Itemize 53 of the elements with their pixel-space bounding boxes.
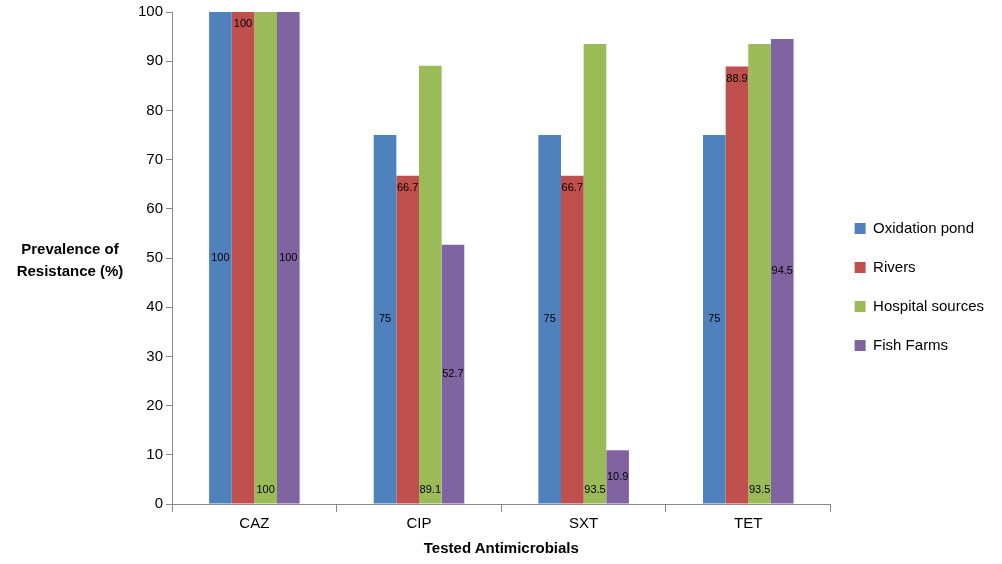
y-tick-label: 40: [146, 297, 164, 315]
y-tick-label: 100: [138, 2, 164, 20]
x-tick-label: SXT: [569, 514, 599, 532]
data-label: 88.9: [726, 71, 748, 84]
x-tick-label: CAZ: [239, 514, 270, 532]
bar: [725, 66, 749, 504]
bar: [254, 12, 277, 504]
bar: [209, 12, 232, 504]
y-axis-title: Prevalence of Resistance (%): [15, 239, 125, 281]
data-label: 75: [543, 312, 556, 325]
bar: [441, 244, 465, 504]
y-tick-label: 0: [154, 494, 164, 512]
data-label: 100: [211, 250, 230, 263]
legend-label: Hospital sources: [873, 296, 985, 314]
y-tick-label: 90: [146, 51, 164, 69]
x-tick-label: TET: [734, 514, 763, 532]
bar: [538, 135, 562, 504]
data-label: 93.5: [584, 482, 606, 495]
data-label: 75: [708, 312, 721, 325]
x-tick-label: CIP: [406, 514, 432, 532]
data-label: 100: [279, 250, 298, 263]
data-label: 89.1: [419, 482, 442, 495]
y-tick-label: 20: [146, 395, 164, 413]
y-tick-label: 80: [146, 100, 164, 118]
x-axis-title: Tested Antimicrobials: [423, 539, 579, 557]
y-tick-label: 50: [146, 248, 164, 266]
y-tick-label: 60: [146, 198, 164, 216]
data-label: 75: [378, 312, 392, 325]
bar: [561, 175, 584, 504]
data-label: 100: [233, 17, 253, 30]
legend-label: Rivers: [873, 257, 916, 275]
data-label: 94.5: [771, 264, 793, 277]
bar: [770, 39, 794, 504]
y-tick-label: 10: [146, 444, 164, 462]
bar: [231, 12, 255, 504]
y-tick-label: 70: [146, 149, 164, 167]
bar: [276, 12, 300, 504]
data-label: 52.7: [442, 367, 464, 380]
data-label: 10.9: [606, 469, 629, 482]
bar: [396, 175, 419, 504]
legend-label: Fish Farms: [873, 335, 949, 353]
data-label: 66.7: [396, 180, 419, 193]
data-label: 93.5: [748, 482, 771, 495]
y-tick-label: 30: [146, 346, 164, 364]
bar: [373, 135, 397, 504]
bar: [419, 65, 442, 504]
data-label: 66.7: [561, 180, 584, 193]
bar: [583, 43, 607, 504]
data-label: 100: [256, 482, 275, 495]
bar: [703, 135, 726, 504]
bar: [748, 43, 771, 504]
bar: [606, 450, 629, 504]
legend-label: Oxidation pond: [873, 218, 975, 236]
